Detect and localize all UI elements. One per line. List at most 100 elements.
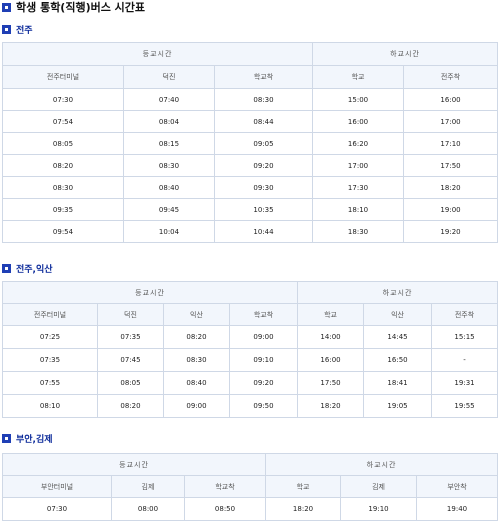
time-cell: 08:20 [163,325,230,349]
time-cell: 09:10 [228,348,299,372]
table-row: 08:05 08:15 09:05 16:20 17:10 [2,132,499,155]
column-header: 김제 [340,475,418,498]
table-row: 07:35 07:45 08:30 09:10 16:00 16:50 - [2,348,499,372]
time-cell: 08:40 [123,176,215,199]
time-cell: 14:45 [363,325,433,349]
column-header: 덕진 [97,303,164,326]
time-cell: 19:00 [403,198,499,221]
section-title-buan-gimje: 부안,김제 [2,431,53,445]
time-cell: 19:40 [416,497,499,521]
time-cell: 07:54 [2,110,124,133]
time-cell: 07:30 [2,497,112,521]
time-cell: 16:20 [312,132,405,155]
section-title-jeonju: 전주 [2,22,33,36]
group-header-row: 등교시간 하교시간 [1,453,499,476]
group-header-return: 하교시간 [297,281,499,304]
time-cell: 08:04 [123,110,215,133]
column-header: 전주터미널 [2,65,124,89]
square-bullet-icon [2,2,11,12]
time-cell: 07:30 [2,88,124,111]
time-cell: 17:50 [297,371,365,395]
time-cell: 08:00 [111,497,185,521]
section-title-label: 부안,김제 [16,434,53,445]
group-header-row: 등교시간 하교시간 [1,42,499,66]
column-header: 학교 [312,65,405,89]
time-cell: 18:41 [363,371,433,395]
time-cell: 10:44 [213,220,314,243]
time-cell: 19:31 [431,371,499,395]
time-cell: 07:40 [123,88,215,111]
time-cell: 09:20 [228,371,299,395]
table-row: 08:20 08:30 09:20 17:00 17:50 [2,154,499,177]
timetable-jeonju: 등교시간 하교시간 전주터미널 덕진 학교착 학교 전주착 07:30 07:4… [1,42,499,243]
time-cell: 19:05 [363,394,433,418]
column-header-row: 전주터미널 덕진 익산 학교착 학교 익산 전주착 [2,303,499,326]
column-header: 부안터미널 [2,475,112,498]
time-cell: 08:20 [97,394,164,418]
time-cell: 09:30 [213,176,314,199]
time-cell: 08:50 [183,497,267,521]
time-cell: 15:00 [312,88,405,111]
time-cell: 08:30 [163,348,230,372]
time-cell: 18:20 [265,497,342,521]
group-header-departure: 등교시간 [1,453,267,476]
page-title-bar: 학생 통학(직행)버스 시간표 [2,0,145,14]
column-header: 전주착 [431,303,499,326]
group-header-return: 하교시간 [265,453,499,476]
column-header: 학교착 [213,65,314,89]
column-header: 김제 [111,475,185,498]
time-cell: 15:15 [431,325,499,349]
table-row: 07:30 07:40 08:30 15:00 16:00 [2,88,499,111]
time-cell: 08:30 [213,88,314,111]
section-title-jeonju-iksan: 전주,익산 [2,261,53,275]
table-row: 07:25 07:35 08:20 09:00 14:00 14:45 15:1… [2,325,499,349]
time-cell: 08:44 [213,110,314,133]
square-bullet-icon [2,263,11,273]
time-cell: 07:55 [2,371,98,395]
time-cell: 18:30 [312,220,405,243]
column-header: 부안착 [416,475,499,498]
group-header-row: 등교시간 하교시간 [1,281,499,304]
time-cell: 10:35 [213,198,314,221]
time-cell: 19:55 [431,394,499,418]
time-cell: 09:54 [2,220,124,243]
time-cell: 08:10 [2,394,98,418]
time-cell: 08:20 [2,154,124,177]
group-header-departure: 등교시간 [1,42,314,66]
time-cell: 18:20 [403,176,499,199]
time-cell: - [431,348,499,372]
column-header: 학교 [265,475,342,498]
time-cell: 08:05 [2,132,124,155]
time-cell: 17:10 [403,132,499,155]
time-cell: 16:00 [312,110,405,133]
group-header-return: 하교시간 [312,42,499,66]
page-title: 학생 통학(직행)버스 시간표 [16,1,146,14]
time-cell: 07:35 [2,348,98,372]
time-cell: 14:00 [297,325,365,349]
time-cell: 09:00 [163,394,230,418]
time-cell: 16:50 [363,348,433,372]
time-cell: 10:04 [123,220,215,243]
table-row: 09:35 09:45 10:35 18:10 19:00 [2,198,499,221]
table-row: 07:55 08:05 08:40 09:20 17:50 18:41 19:3… [2,371,499,395]
table-row: 07:54 08:04 08:44 16:00 17:00 [2,110,499,133]
time-cell: 16:00 [297,348,365,372]
timetable-buan-gimje: 등교시간 하교시간 부안터미널 김제 학교착 학교 김제 부안착 07:30 0… [1,453,499,521]
column-header: 학교착 [183,475,267,498]
column-header-row: 전주터미널 덕진 학교착 학교 전주착 [2,65,499,89]
time-cell: 18:20 [297,394,365,418]
time-cell: 08:40 [163,371,230,395]
column-header: 전주터미널 [2,303,98,326]
time-cell: 08:15 [123,132,215,155]
time-cell: 09:45 [123,198,215,221]
time-cell: 09:50 [228,394,299,418]
time-cell: 19:10 [340,497,418,521]
time-cell: 09:00 [228,325,299,349]
timetable-jeonju-iksan: 등교시간 하교시간 전주터미널 덕진 익산 학교착 학교 익산 전주착 07:2… [1,281,499,418]
square-bullet-icon [2,24,11,34]
column-header: 익산 [163,303,230,326]
time-cell: 18:10 [312,198,405,221]
time-cell: 09:05 [213,132,314,155]
time-cell: 08:05 [97,371,164,395]
group-header-departure: 등교시간 [1,281,299,304]
